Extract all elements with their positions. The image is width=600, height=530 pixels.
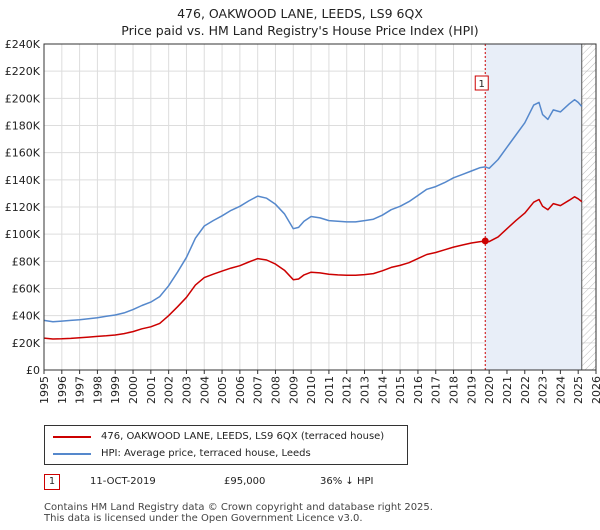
x-tick-label: 1997 (74, 376, 87, 404)
x-tick-label: 2010 (305, 376, 318, 404)
footer-copyright: Contains HM Land Registry data © Crown c… (44, 502, 433, 513)
y-tick-label: £200K (5, 92, 41, 105)
legend-label-property: 476, OAKWOOD LANE, LEEDS, LS9 6QX (terra… (101, 431, 385, 442)
sale-annotation-label: 1 (479, 79, 485, 90)
x-tick-label: 2024 (554, 376, 567, 404)
y-tick-label: £40K (12, 310, 41, 323)
y-tick-label: £80K (12, 255, 41, 268)
x-tick-label: 2015 (394, 376, 407, 404)
series-layer (43, 98, 583, 340)
y-tick-label: £20K (12, 337, 41, 350)
x-tick-label: 2004 (198, 376, 211, 404)
x-tick-label: 1996 (56, 376, 69, 404)
series-line-property (43, 196, 583, 340)
x-tick-label: 2003 (180, 376, 193, 404)
x-tick-label: 2014 (376, 376, 389, 404)
chart-title: 476, OAKWOOD LANE, LEEDS, LS9 6QX (177, 6, 423, 21)
region-layer (484, 44, 596, 370)
annotation-layer: 1 (474, 75, 489, 245)
x-tick-label: 2012 (341, 376, 354, 404)
y-tick-label: £180K (5, 120, 41, 133)
sale-point-marker (481, 237, 489, 245)
x-tick-label: 2026 (590, 376, 600, 404)
chart-subtitle: Price paid vs. HM Land Registry's House … (121, 23, 479, 38)
y-tick-label: £160K (5, 147, 41, 160)
x-tick-label: 2016 (412, 376, 425, 404)
x-tick-label: 2008 (269, 376, 282, 404)
x-tick-label: 1998 (91, 376, 104, 404)
y-tick-label: £100K (5, 228, 41, 241)
x-tick-label: 2009 (287, 376, 300, 404)
x-tick-label: 2022 (519, 376, 532, 404)
y-tick-label: £0 (26, 364, 40, 377)
legend-swatch-property (53, 436, 91, 438)
sale-price: £95,000 (224, 476, 266, 487)
x-tick-label: 2021 (501, 376, 514, 404)
y-tick-label: £220K (5, 65, 41, 78)
sale-date: 11-OCT-2019 (90, 476, 156, 487)
x-tick-label: 2002 (163, 376, 176, 404)
x-tick-label: 2019 (465, 376, 478, 404)
x-tick-label: 2023 (537, 376, 550, 404)
plot-frame (43, 43, 597, 371)
future-hatched-region (581, 44, 596, 370)
x-tick-label: 2007 (252, 376, 265, 404)
x-tick-label: 2000 (127, 376, 140, 404)
x-tick-label: 1999 (109, 376, 122, 404)
x-tick-label: 2011 (323, 376, 336, 404)
y-tick-label: £240K (5, 38, 41, 51)
y-tick-label: £140K (5, 174, 41, 187)
series-line-hpi (43, 98, 583, 323)
x-tick-label: 2025 (572, 376, 585, 404)
x-tick-label: 2017 (430, 376, 443, 404)
legend: 476, OAKWOOD LANE, LEEDS, LS9 6QX (terra… (44, 425, 408, 465)
post-sale-shaded-region (485, 44, 582, 370)
footer-licence: This data is licensed under the Open Gov… (44, 513, 363, 524)
sale-marker-badge: 1 (44, 474, 60, 490)
x-tick-label: 2020 (483, 376, 496, 404)
x-tick-label: 1995 (38, 376, 51, 404)
x-tick-label: 2018 (448, 376, 461, 404)
x-tick-label: 2005 (216, 376, 229, 404)
x-tick-label: 2006 (234, 376, 247, 404)
x-tick-label: 2001 (145, 376, 158, 404)
legend-label-hpi: HPI: Average price, terraced house, Leed… (101, 448, 311, 459)
axis-layer: £0 £20K £40K £60K £80K £100K £120K £140K £160K £1… (5, 38, 600, 404)
price-chart: £0 £20K £40K £60K £80K £100K £120K £140K £160K £1… (5, 38, 600, 404)
y-tick-label: £120K (5, 201, 41, 214)
sale-hpi-diff: 36% ↓ HPI (320, 476, 374, 487)
x-tick-label: 2013 (359, 376, 372, 404)
legend-swatch-hpi (53, 453, 91, 455)
y-tick-label: £60K (12, 283, 41, 296)
sale-annotation-badge (474, 75, 489, 91)
